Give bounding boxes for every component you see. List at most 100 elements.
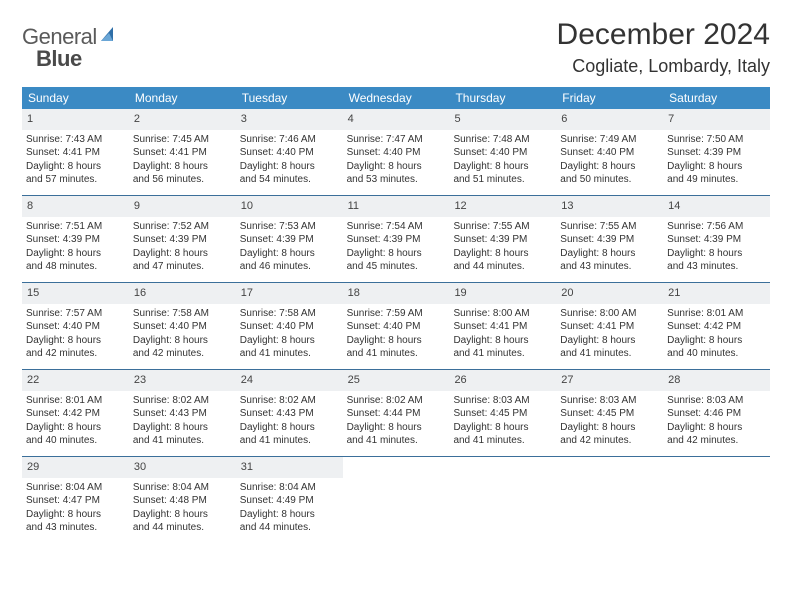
sunset-text: Sunset: 4:40 PM bbox=[560, 146, 659, 160]
daylight-text: Daylight: 8 hours bbox=[560, 160, 659, 174]
daylight-text: Daylight: 8 hours bbox=[26, 160, 125, 174]
day-number: 20 bbox=[556, 283, 663, 304]
calendar-day-empty bbox=[449, 457, 556, 543]
calendar-day: 25Sunrise: 8:02 AMSunset: 4:44 PMDayligh… bbox=[343, 370, 450, 456]
daylight-text: and 40 minutes. bbox=[26, 434, 125, 448]
sunrise-text: Sunrise: 8:01 AM bbox=[26, 394, 125, 408]
daylight-text: Daylight: 8 hours bbox=[347, 421, 446, 435]
daylight-text: Daylight: 8 hours bbox=[667, 160, 766, 174]
sunset-text: Sunset: 4:39 PM bbox=[240, 233, 339, 247]
sunrise-text: Sunrise: 7:58 AM bbox=[240, 307, 339, 321]
sunrise-text: Sunrise: 7:53 AM bbox=[240, 220, 339, 234]
calendar: Sunday Monday Tuesday Wednesday Thursday… bbox=[22, 87, 770, 543]
sunset-text: Sunset: 4:40 PM bbox=[240, 320, 339, 334]
sunrise-text: Sunrise: 8:02 AM bbox=[240, 394, 339, 408]
calendar-day: 3Sunrise: 7:46 AMSunset: 4:40 PMDaylight… bbox=[236, 109, 343, 195]
day-number: 16 bbox=[129, 283, 236, 304]
calendar-day: 26Sunrise: 8:03 AMSunset: 4:45 PMDayligh… bbox=[449, 370, 556, 456]
day-number: 23 bbox=[129, 370, 236, 391]
calendar-day: 30Sunrise: 8:04 AMSunset: 4:48 PMDayligh… bbox=[129, 457, 236, 543]
day-number: 31 bbox=[236, 457, 343, 478]
daylight-text: Daylight: 8 hours bbox=[26, 247, 125, 261]
daylight-text: Daylight: 8 hours bbox=[26, 421, 125, 435]
daylight-text: and 44 minutes. bbox=[133, 521, 232, 535]
daylight-text: and 47 minutes. bbox=[133, 260, 232, 274]
weekday-header: Tuesday bbox=[236, 87, 343, 109]
daylight-text: Daylight: 8 hours bbox=[240, 334, 339, 348]
calendar-week: 22Sunrise: 8:01 AMSunset: 4:42 PMDayligh… bbox=[22, 370, 770, 457]
daylight-text: Daylight: 8 hours bbox=[560, 421, 659, 435]
day-number: 14 bbox=[663, 196, 770, 217]
sunset-text: Sunset: 4:47 PM bbox=[26, 494, 125, 508]
day-number: 27 bbox=[556, 370, 663, 391]
daylight-text: Daylight: 8 hours bbox=[453, 421, 552, 435]
day-number: 3 bbox=[236, 109, 343, 130]
day-number: 11 bbox=[343, 196, 450, 217]
calendar-day: 6Sunrise: 7:49 AMSunset: 4:40 PMDaylight… bbox=[556, 109, 663, 195]
logo-sail-icon bbox=[99, 25, 119, 50]
sunrise-text: Sunrise: 7:55 AM bbox=[453, 220, 552, 234]
daylight-text: and 46 minutes. bbox=[240, 260, 339, 274]
calendar-day: 7Sunrise: 7:50 AMSunset: 4:39 PMDaylight… bbox=[663, 109, 770, 195]
calendar-day: 13Sunrise: 7:55 AMSunset: 4:39 PMDayligh… bbox=[556, 196, 663, 282]
daylight-text: Daylight: 8 hours bbox=[240, 508, 339, 522]
daylight-text: and 42 minutes. bbox=[560, 434, 659, 448]
daylight-text: and 53 minutes. bbox=[347, 173, 446, 187]
sunrise-text: Sunrise: 8:02 AM bbox=[133, 394, 232, 408]
calendar-day: 17 Sunrise: 7:58 AMSunset: 4:40 PMDayligh… bbox=[236, 283, 343, 369]
sunset-text: Sunset: 4:46 PM bbox=[667, 407, 766, 421]
daylight-text: and 41 minutes. bbox=[347, 347, 446, 361]
daylight-text: Daylight: 8 hours bbox=[240, 160, 339, 174]
sunrise-text: Sunrise: 7:56 AM bbox=[667, 220, 766, 234]
month-title: December 2024 bbox=[557, 18, 770, 52]
location: Cogliate, Lombardy, Italy bbox=[557, 56, 770, 77]
daylight-text: Daylight: 8 hours bbox=[667, 247, 766, 261]
daylight-text: and 41 minutes. bbox=[133, 434, 232, 448]
sunset-text: Sunset: 4:45 PM bbox=[560, 407, 659, 421]
sunrise-text: Sunrise: 8:02 AM bbox=[347, 394, 446, 408]
day-number: 17 bbox=[236, 283, 343, 304]
weekday-header: Friday bbox=[556, 87, 663, 109]
daylight-text: and 43 minutes. bbox=[667, 260, 766, 274]
sunrise-text: Sunrise: 7:47 AM bbox=[347, 133, 446, 147]
sunset-text: Sunset: 4:45 PM bbox=[453, 407, 552, 421]
daylight-text: Daylight: 8 hours bbox=[26, 334, 125, 348]
calendar-day: 1Sunrise: 7:43 AMSunset: 4:41 PMDaylight… bbox=[22, 109, 129, 195]
calendar-day: 21Sunrise: 8:01 AMSunset: 4:42 PMDayligh… bbox=[663, 283, 770, 369]
day-number: 25 bbox=[343, 370, 450, 391]
day-number: 10 bbox=[236, 196, 343, 217]
sunset-text: Sunset: 4:39 PM bbox=[347, 233, 446, 247]
sunrise-text: Sunrise: 7:55 AM bbox=[560, 220, 659, 234]
weekday-header: Monday bbox=[129, 87, 236, 109]
daylight-text: Daylight: 8 hours bbox=[453, 247, 552, 261]
daylight-text: Daylight: 8 hours bbox=[453, 160, 552, 174]
day-number: 7 bbox=[663, 109, 770, 130]
daylight-text: Daylight: 8 hours bbox=[26, 508, 125, 522]
sunrise-text: Sunrise: 7:51 AM bbox=[26, 220, 125, 234]
sunset-text: Sunset: 4:40 PM bbox=[240, 146, 339, 160]
daylight-text: and 44 minutes. bbox=[453, 260, 552, 274]
weekday-header: Thursday bbox=[449, 87, 556, 109]
day-number: 19 bbox=[449, 283, 556, 304]
calendar-day: 14Sunrise: 7:56 AMSunset: 4:39 PMDayligh… bbox=[663, 196, 770, 282]
calendar-day: 28Sunrise: 8:03 AMSunset: 4:46 PMDayligh… bbox=[663, 370, 770, 456]
daylight-text: Daylight: 8 hours bbox=[667, 421, 766, 435]
calendar-week: 29Sunrise: 8:04 AMSunset: 4:47 PMDayligh… bbox=[22, 457, 770, 543]
day-number: 21 bbox=[663, 283, 770, 304]
sunrise-text: Sunrise: 8:01 AM bbox=[667, 307, 766, 321]
daylight-text: and 41 minutes. bbox=[560, 347, 659, 361]
day-number: 29 bbox=[22, 457, 129, 478]
daylight-text: and 41 minutes. bbox=[240, 347, 339, 361]
calendar-day: 11Sunrise: 7:54 AMSunset: 4:39 PMDayligh… bbox=[343, 196, 450, 282]
day-number: 2 bbox=[129, 109, 236, 130]
page-header: General December 2024 Cogliate, Lombardy… bbox=[22, 18, 770, 77]
daylight-text: and 56 minutes. bbox=[133, 173, 232, 187]
calendar-week: 1Sunrise: 7:43 AMSunset: 4:41 PMDaylight… bbox=[22, 109, 770, 196]
sunset-text: Sunset: 4:40 PM bbox=[133, 320, 232, 334]
daylight-text: and 54 minutes. bbox=[240, 173, 339, 187]
calendar-day: 23Sunrise: 8:02 AMSunset: 4:43 PMDayligh… bbox=[129, 370, 236, 456]
daylight-text: and 43 minutes. bbox=[560, 260, 659, 274]
calendar-day-empty bbox=[556, 457, 663, 543]
sunset-text: Sunset: 4:48 PM bbox=[133, 494, 232, 508]
daylight-text: and 43 minutes. bbox=[26, 521, 125, 535]
